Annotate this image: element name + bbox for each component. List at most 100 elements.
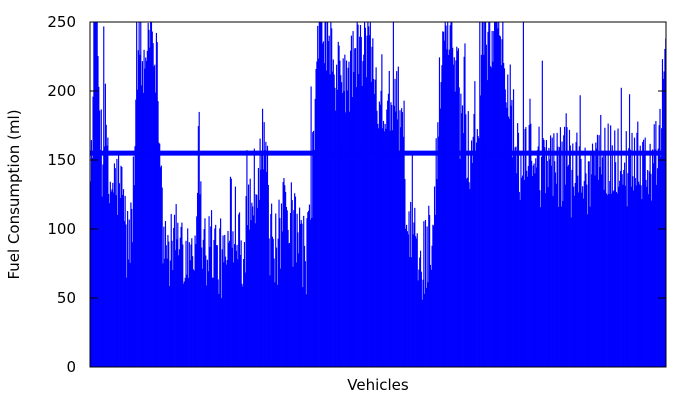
- bar: [561, 141, 563, 367]
- bar: [297, 232, 299, 367]
- bar: [102, 164, 104, 367]
- bar: [445, 25, 447, 368]
- bar: [344, 54, 346, 368]
- bar: [500, 65, 502, 367]
- bar: [108, 193, 110, 367]
- bar: [508, 118, 510, 367]
- bar: [293, 210, 295, 367]
- bar: [186, 274, 188, 367]
- bar: [481, 22, 483, 367]
- bar: [456, 50, 459, 368]
- bar: [656, 168, 659, 367]
- bar: [493, 31, 495, 368]
- bar: [172, 270, 174, 367]
- bar: [387, 100, 389, 368]
- bar: [583, 180, 585, 367]
- bar: [388, 70, 390, 367]
- bar: [294, 196, 297, 367]
- bar: [261, 108, 264, 367]
- bar: [422, 279, 424, 367]
- bar: [439, 108, 441, 368]
- y-tick-label: 100: [47, 220, 76, 238]
- bar: [261, 150, 263, 367]
- bar: [275, 213, 277, 367]
- bar: [199, 194, 201, 367]
- bar: [466, 177, 469, 367]
- bar: [96, 22, 98, 367]
- bar: [270, 214, 272, 367]
- bar: [400, 127, 402, 367]
- bar: [238, 214, 240, 367]
- bar: [242, 286, 244, 367]
- bar: [633, 137, 636, 367]
- bar: [328, 35, 330, 368]
- bar: [433, 225, 435, 367]
- bar: [624, 185, 627, 367]
- bar: [375, 67, 377, 368]
- bar: [495, 22, 497, 367]
- bar: [523, 179, 525, 367]
- bar: [345, 112, 347, 367]
- y-tick-label: 200: [47, 82, 76, 100]
- bar: [318, 22, 320, 367]
- bar: [425, 287, 427, 367]
- bar: [416, 233, 418, 367]
- bar: [630, 186, 632, 367]
- bar: [175, 204, 177, 367]
- bar: [90, 140, 92, 367]
- bar: [287, 229, 289, 367]
- bar: [512, 89, 515, 367]
- bar: [558, 206, 560, 367]
- bar: [252, 206, 254, 367]
- bar: [201, 268, 204, 367]
- bar: [418, 269, 420, 367]
- bar: [522, 22, 524, 367]
- bar: [455, 60, 457, 368]
- bar: [185, 240, 187, 367]
- bar: [653, 124, 655, 368]
- bar: [484, 22, 487, 367]
- bar: [524, 129, 526, 367]
- bar: [461, 113, 463, 367]
- bar: [191, 238, 193, 367]
- bar: [420, 271, 422, 367]
- bar: [196, 192, 199, 367]
- bar: [292, 266, 294, 367]
- bar: [406, 231, 408, 367]
- bar: [391, 105, 393, 367]
- bar: [440, 82, 442, 367]
- bar: [519, 199, 521, 367]
- bar: [178, 249, 181, 367]
- bar: [250, 220, 252, 367]
- bar: [542, 138, 544, 367]
- bar: [94, 22, 96, 367]
- bar: [441, 65, 443, 368]
- bar: [480, 54, 483, 367]
- bar: [105, 124, 107, 367]
- bar: [652, 163, 654, 367]
- bar: [451, 22, 453, 367]
- bar: [390, 102, 392, 368]
- bar: [289, 242, 291, 367]
- bar: [578, 146, 580, 367]
- bar: [107, 137, 109, 367]
- bar: [334, 87, 336, 368]
- bar: [137, 50, 139, 368]
- bar: [117, 152, 120, 367]
- bar: [650, 173, 652, 367]
- bar: [294, 193, 296, 367]
- bar: [382, 128, 384, 367]
- bar: [283, 178, 285, 367]
- y-tick-label: 150: [47, 151, 76, 169]
- bar: [475, 155, 477, 367]
- bar: [463, 56, 465, 368]
- bar: [444, 22, 446, 367]
- bar: [582, 198, 585, 367]
- bar: [517, 123, 519, 367]
- bar: [604, 127, 606, 368]
- bar: [382, 120, 385, 368]
- bar: [412, 234, 414, 367]
- bar: [349, 111, 351, 367]
- bar: [503, 68, 506, 367]
- bar: [591, 174, 593, 367]
